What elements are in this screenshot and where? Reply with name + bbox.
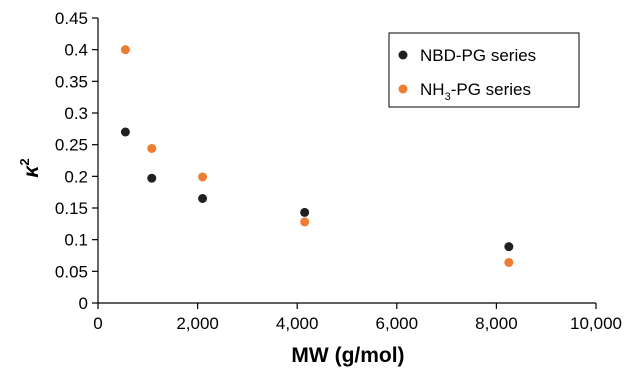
x-tick-label: 4,000 bbox=[276, 314, 319, 333]
nbd-pg-point bbox=[504, 242, 514, 252]
nh3-pg-point bbox=[504, 257, 514, 267]
nh3-pg-point bbox=[147, 143, 157, 153]
nbd-pg-point bbox=[300, 207, 310, 217]
y-tick-label: 0.45 bbox=[55, 9, 88, 28]
legend-label-nh3-pg: NH3-PG series bbox=[420, 80, 531, 103]
x-tick-label: 10,000 bbox=[570, 314, 622, 333]
y-tick-label: 0.25 bbox=[55, 136, 88, 155]
legend-label-nh3-sub: 3 bbox=[445, 91, 451, 103]
data-points bbox=[120, 45, 514, 267]
x-tick-label: 0 bbox=[93, 314, 102, 333]
y-axis-title-main: κ bbox=[20, 165, 43, 178]
nh3-pg-point bbox=[120, 45, 130, 55]
nbd-pg-point bbox=[120, 127, 130, 137]
y-axis-title: κ2 bbox=[17, 158, 43, 177]
y-tick-label: 0 bbox=[79, 294, 88, 313]
x-axis-ticks: 0 2,000 4,000 6,000 8,000 10,000 bbox=[93, 303, 622, 333]
y-tick-label: 0.1 bbox=[64, 231, 88, 250]
x-tick-label: 6,000 bbox=[376, 314, 419, 333]
y-tick-label: 0.2 bbox=[64, 167, 88, 186]
x-tick-label: 2,000 bbox=[176, 314, 219, 333]
nh3-pg-point bbox=[300, 217, 310, 227]
legend: NBD-PG series NH3-PG series bbox=[388, 32, 580, 108]
y-tick-label: 0.05 bbox=[55, 262, 88, 281]
legend-box bbox=[388, 32, 580, 108]
y-tick-label: 0.15 bbox=[55, 199, 88, 218]
nh3-pg-point bbox=[198, 172, 208, 182]
x-axis-title: MW (g/mol) bbox=[291, 344, 404, 367]
y-tick-label: 0.35 bbox=[55, 72, 88, 91]
y-axis-title-sup: 2 bbox=[17, 158, 32, 165]
y-tick-label: 0.3 bbox=[64, 104, 88, 123]
y-axis-ticks: 0 0.05 0.1 0.15 0.2 0.25 0.3 0.35 0.4 0.45 bbox=[55, 9, 98, 313]
y-tick-label: 0.4 bbox=[64, 41, 88, 60]
legend-label-nh3-rest: -PG series bbox=[451, 80, 531, 99]
x-tick-label: 8,000 bbox=[475, 314, 518, 333]
nbd-pg-point bbox=[147, 173, 157, 183]
nbd-pg-point bbox=[198, 194, 208, 203]
legend-label-nbd-pg: NBD-PG series bbox=[420, 46, 536, 65]
legend-marker-nh3-pg bbox=[398, 84, 408, 94]
legend-marker-nbd-pg bbox=[398, 50, 408, 60]
legend-label-nh3-main: NH bbox=[420, 80, 445, 99]
